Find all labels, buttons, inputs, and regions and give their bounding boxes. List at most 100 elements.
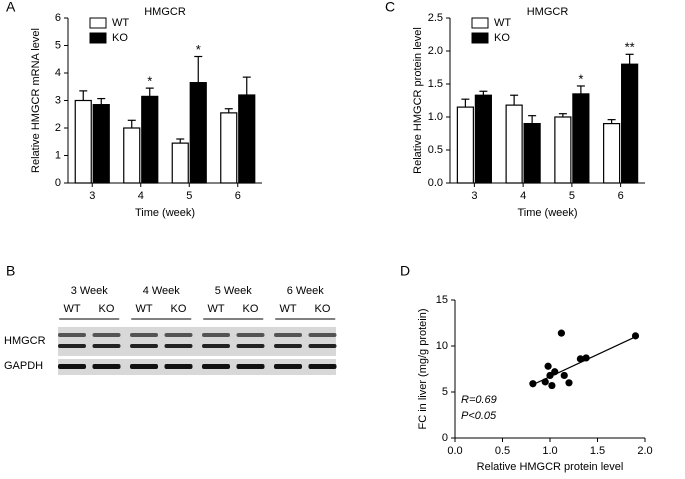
panel-label: D xyxy=(400,263,410,279)
legend-label: WT xyxy=(112,17,129,29)
annotation: P<0.05 xyxy=(461,410,497,422)
band xyxy=(164,344,193,348)
point xyxy=(576,355,585,363)
y-tick-label: 2.0 xyxy=(428,45,443,57)
band xyxy=(164,333,193,337)
legend-label: WT xyxy=(494,17,511,29)
week-label: 6 Week xyxy=(287,285,325,297)
band xyxy=(130,344,158,348)
bar xyxy=(572,93,590,184)
point xyxy=(541,378,549,386)
week-label: 5 Week xyxy=(215,285,253,297)
y-tick-label: 0 xyxy=(442,432,448,444)
band xyxy=(164,364,193,369)
bar xyxy=(189,82,207,184)
point xyxy=(582,354,590,362)
y-tick-label: 0.0 xyxy=(428,177,443,189)
point xyxy=(557,329,566,337)
x-axis-label: Relative HMGCR protein level xyxy=(477,461,624,473)
y-tick-label: 0 xyxy=(55,177,61,189)
point xyxy=(551,368,559,376)
y-tick-label: 6 xyxy=(55,12,61,24)
band xyxy=(308,364,337,369)
band xyxy=(308,333,337,337)
band xyxy=(58,364,86,369)
lane-label: KO xyxy=(243,303,259,315)
bar xyxy=(141,95,159,184)
x-tick-label: 1.5 xyxy=(590,445,605,457)
band xyxy=(92,344,121,348)
y-tick-label: 15 xyxy=(436,294,448,306)
y-axis-label: Relative HMGCR protein level xyxy=(412,27,424,174)
y-tick-label: 1.0 xyxy=(428,111,443,123)
band xyxy=(236,344,265,348)
significance: ** xyxy=(625,40,635,55)
y-tick-label: 5 xyxy=(442,386,448,398)
x-tick-label: 2.0 xyxy=(637,445,652,457)
legend-label: KO xyxy=(112,32,128,44)
bar xyxy=(554,116,572,184)
x-tick-label: 4 xyxy=(138,190,144,202)
x-tick-label: 0.0 xyxy=(447,445,462,457)
lane-label: WT xyxy=(279,303,296,315)
legend-swatch xyxy=(471,32,489,44)
y-tick-label: 3 xyxy=(55,94,61,106)
x-tick-label: 4 xyxy=(520,190,526,202)
x-axis-label: Time (week) xyxy=(135,207,195,219)
chart-title: HMGCR xyxy=(144,6,186,18)
significance: * xyxy=(196,42,201,57)
lane-label: KO xyxy=(99,303,115,315)
x-tick-label: 1.0 xyxy=(542,445,557,457)
legend-swatch xyxy=(89,32,107,44)
x-tick-label: 6 xyxy=(618,190,624,202)
band xyxy=(130,333,158,337)
x-tick-label: 3 xyxy=(89,190,95,202)
band xyxy=(202,364,230,369)
y-tick-label: 1 xyxy=(55,149,61,161)
y-tick-label: 10 xyxy=(436,340,448,352)
point xyxy=(544,362,552,370)
week-label: 3 Week xyxy=(71,285,109,297)
band-label: GAPDH xyxy=(4,360,43,372)
lane-label: WT xyxy=(135,303,152,315)
band xyxy=(236,364,265,369)
legend-swatch xyxy=(89,17,107,29)
band xyxy=(274,344,302,348)
point xyxy=(565,379,573,387)
band-label: HMGCR xyxy=(4,335,46,347)
bar xyxy=(238,94,256,184)
bar xyxy=(603,122,621,184)
band xyxy=(130,364,158,369)
annotation: R=0.69 xyxy=(461,394,497,406)
x-tick-label: 5 xyxy=(186,190,192,202)
y-tick-label: 5 xyxy=(55,39,61,51)
significance: * xyxy=(147,74,152,89)
band xyxy=(236,333,265,337)
y-tick-label: 0.5 xyxy=(428,144,443,156)
point xyxy=(631,332,640,340)
x-tick-label: 5 xyxy=(569,190,575,202)
x-axis-label: Time (week) xyxy=(517,207,577,219)
band xyxy=(274,333,302,337)
bar xyxy=(456,106,474,184)
lane-label: WT xyxy=(207,303,224,315)
legend-swatch xyxy=(471,17,489,29)
significance: * xyxy=(578,71,583,86)
bar xyxy=(220,112,238,184)
lane-label: WT xyxy=(63,303,80,315)
band xyxy=(92,364,121,369)
band xyxy=(202,333,230,337)
x-tick-label: 0.5 xyxy=(495,445,510,457)
lane-label: KO xyxy=(171,303,187,315)
y-axis-label: Relative HMGCR mRNA level xyxy=(30,28,42,173)
band xyxy=(58,344,86,348)
band xyxy=(58,333,86,337)
y-tick-label: 1.5 xyxy=(428,78,443,90)
legend-label: KO xyxy=(494,32,510,44)
band xyxy=(202,344,230,348)
point xyxy=(529,380,537,388)
bar xyxy=(621,63,639,184)
bar xyxy=(92,104,110,184)
point xyxy=(548,381,556,390)
